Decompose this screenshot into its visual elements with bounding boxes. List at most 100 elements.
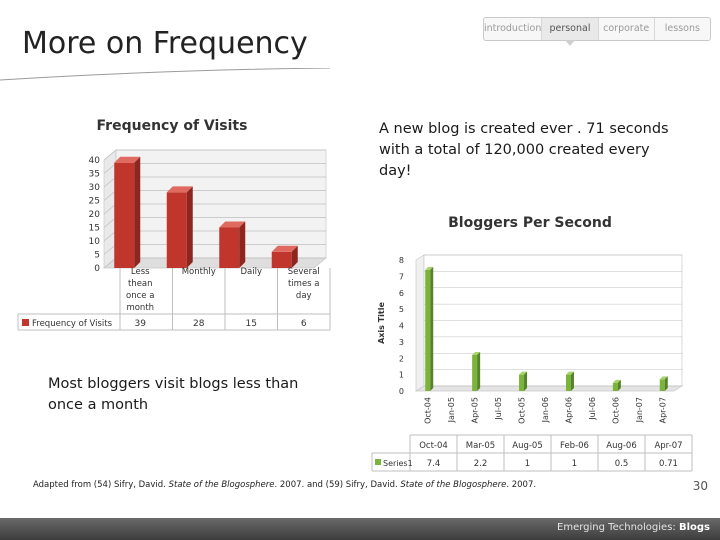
bar-side: [617, 379, 621, 391]
tab-introduction[interactable]: introduction: [484, 18, 543, 40]
bar: [659, 379, 665, 391]
y-tick-label: 0: [399, 387, 404, 396]
y-tick-label: 2: [399, 354, 404, 363]
bar: [219, 227, 240, 268]
gridline-side: [103, 176, 117, 188]
bar-top: [612, 379, 621, 383]
category-label: month: [126, 303, 154, 313]
x-tick-label: Apr-06: [564, 397, 573, 423]
chart-title: Bloggers Per Second: [448, 215, 612, 231]
y-tick-label: 35: [89, 170, 100, 180]
table-value: 0.5: [615, 459, 629, 469]
bar: [271, 251, 292, 268]
slide-title: More on Frequency: [22, 26, 308, 61]
chart-title: Frequency of Visits: [97, 118, 248, 134]
category-label: times a: [288, 279, 320, 289]
tab-corporate[interactable]: corporate: [599, 18, 655, 40]
bar: [472, 354, 478, 391]
bar-side: [570, 371, 574, 391]
section-nav: introduction personal corporate lessons: [483, 17, 711, 46]
gridline-side: [103, 190, 117, 201]
legend-label: Series1: [383, 459, 413, 468]
x-tick-label: Jul-05: [494, 397, 503, 421]
table-value: 2.2: [474, 459, 488, 469]
table-value: 6: [301, 319, 307, 329]
table-header: Aug-05: [512, 441, 542, 451]
x-tick-label: Jan-06: [541, 397, 550, 423]
y-tick-label: 0: [94, 264, 100, 274]
gridline-side: [103, 163, 117, 174]
gridline-side: [103, 230, 117, 242]
bloggers-per-second-chart: Bloggers Per Second Axis Title 8 7 6 5 4 3 2 1 0 Oc…: [362, 203, 697, 473]
blog-creation-note: A new blog is created ever . 71 seconds …: [379, 121, 669, 179]
x-tick-label: Oct-06: [611, 397, 620, 424]
bar-top: [166, 186, 193, 193]
bar-side: [186, 186, 193, 268]
bar-side: [664, 376, 668, 391]
tab-personal[interactable]: personal: [542, 18, 599, 46]
y-tick-label: 5: [399, 305, 404, 314]
bar: [166, 192, 187, 268]
category-label: Monthly: [182, 267, 216, 277]
category-label: Daily: [240, 267, 262, 277]
table-header: Apr-07: [654, 441, 682, 451]
x-tick-label: Jan-05: [447, 397, 456, 423]
chart-floor: [414, 385, 684, 392]
legend-label: Frequency of Visits: [32, 319, 113, 329]
y-tick-label: 4: [399, 322, 404, 331]
y-axis-title: Axis Title: [377, 302, 386, 344]
table-header: Oct-04: [419, 441, 448, 451]
y-tick-label: 1: [399, 371, 404, 380]
legend-swatch: [375, 459, 381, 465]
bar-side: [239, 221, 246, 268]
y-tick-label: 3: [399, 338, 404, 347]
bar-side: [524, 371, 528, 391]
y-tick-label: 40: [89, 156, 101, 166]
bar-top: [659, 376, 668, 380]
x-tick-label: Jul-06: [588, 397, 597, 421]
y-tick-label: 6: [399, 289, 404, 298]
bar-top: [114, 156, 141, 163]
gridline-side: [103, 203, 117, 215]
y-tick-label: 10: [89, 237, 101, 247]
y-tick-label: 20: [89, 210, 101, 220]
bar: [519, 374, 525, 391]
table-value: 28: [193, 319, 205, 329]
bar-top: [425, 266, 434, 270]
table-header: Aug-06: [606, 441, 636, 451]
table-header: Feb-06: [560, 441, 589, 451]
table-value: 15: [246, 319, 257, 329]
table-value: 1: [525, 459, 530, 469]
table-value: 39: [135, 319, 147, 329]
source-reference: Adapted from (54) Sifry, David. State of…: [33, 480, 537, 490]
bar: [612, 382, 618, 391]
category-label: Several: [288, 267, 320, 277]
frequency-of-visits-chart: Frequency of Visits 40 35 30 25 20 15 10 5 0 Less t…: [14, 108, 344, 332]
y-tick-label: 15: [89, 224, 100, 234]
tab-lessons[interactable]: lessons: [664, 23, 700, 34]
table-value: 7.4: [427, 459, 441, 469]
bar-side: [291, 245, 298, 268]
bar-top: [565, 371, 574, 375]
legend-swatch: [22, 319, 29, 326]
table-header: Mar-05: [466, 441, 495, 451]
category-label: day: [296, 291, 312, 301]
bar-side: [430, 266, 434, 391]
y-tick-label: 8: [399, 256, 404, 265]
x-tick-label: Jan-07: [635, 397, 644, 423]
bar: [425, 269, 431, 391]
bar-side: [477, 351, 481, 391]
table-value: 1: [572, 459, 577, 469]
gridline-side: [103, 217, 117, 228]
y-tick-label: 25: [89, 197, 100, 207]
gridline-side: [103, 257, 117, 269]
visit-frequency-note: Most bloggers visit blogs less than once…: [48, 376, 299, 413]
bar-side: [134, 156, 141, 268]
y-tick-label: 7: [399, 272, 404, 281]
bar: [565, 374, 571, 391]
page-number: 30: [692, 479, 708, 493]
gridline-side: [103, 244, 117, 255]
bar-top: [271, 245, 298, 252]
bar-top: [472, 351, 481, 355]
x-tick-label: Apr-07: [658, 397, 667, 423]
